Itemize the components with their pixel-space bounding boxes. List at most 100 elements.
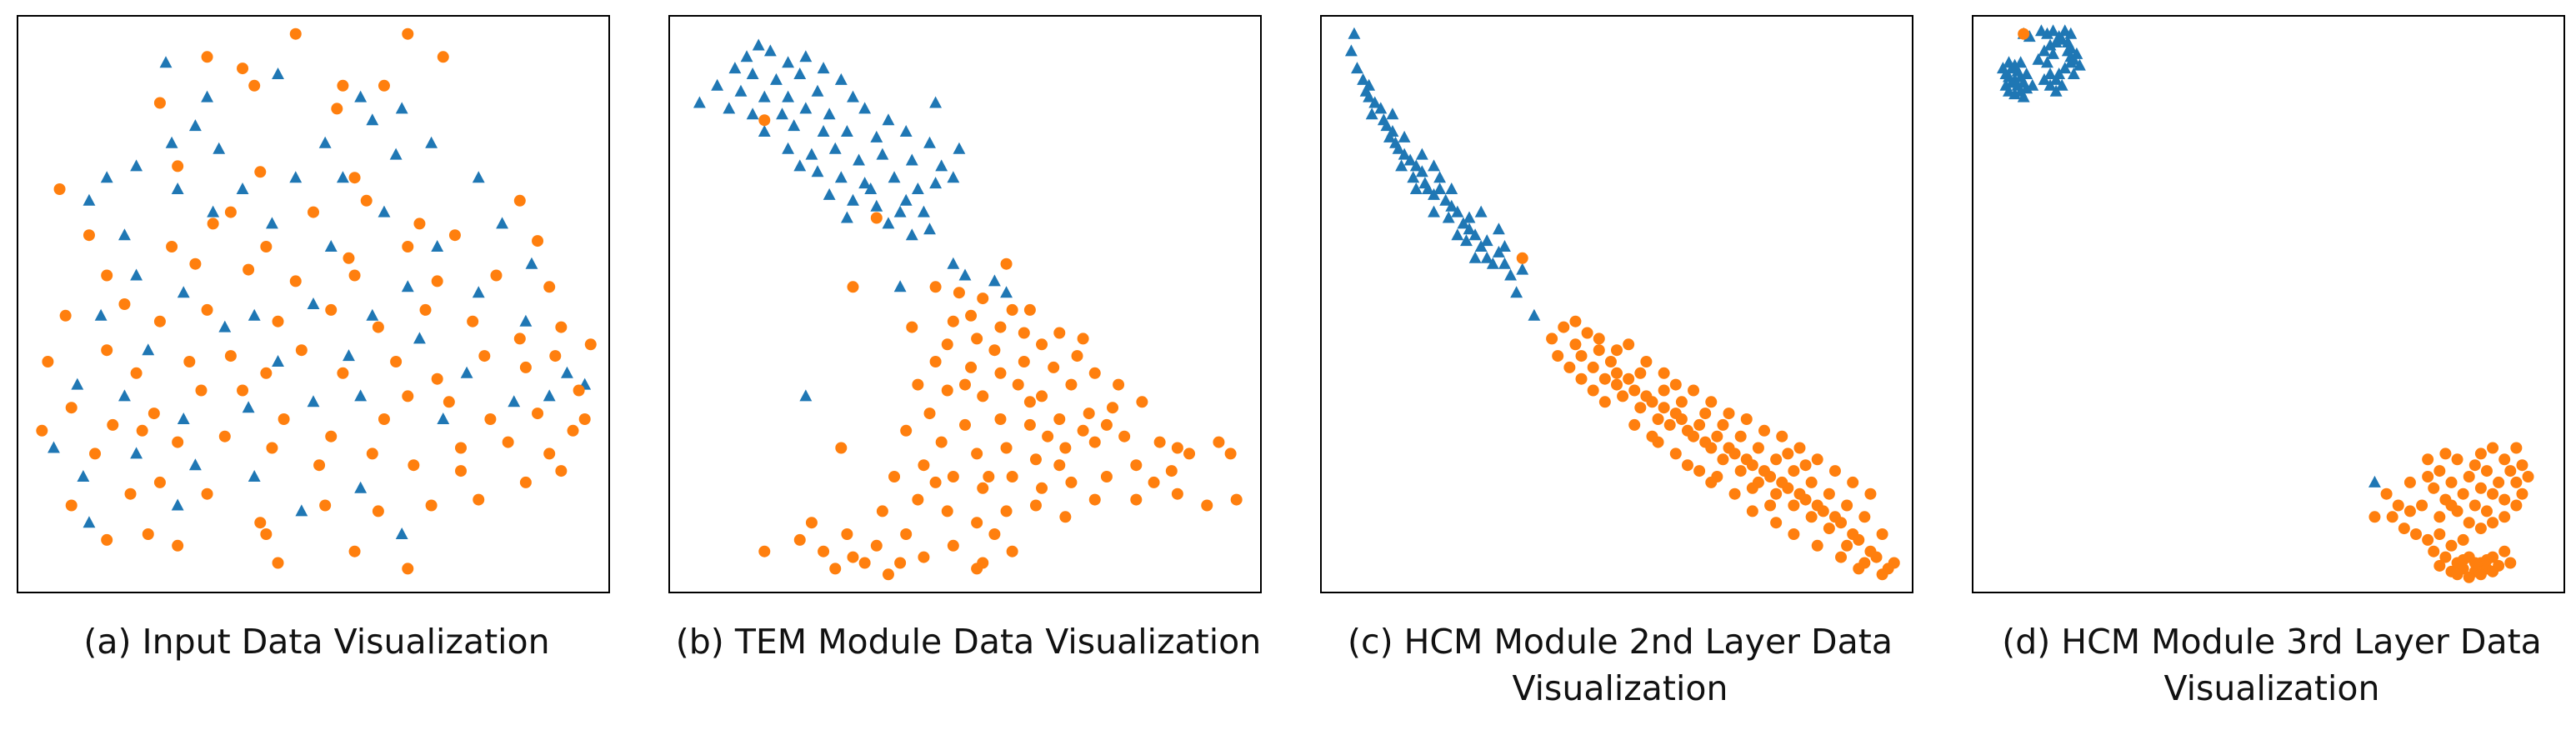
circle-point [1224,448,1237,460]
triangle-point [1480,251,1493,263]
triangle-point [2032,52,2045,65]
triangle-point [48,441,60,453]
circle-point [101,269,113,282]
triangle-point [723,102,736,114]
triangle-point [847,90,859,102]
circle-point [513,332,526,345]
circle-point [2403,505,2416,518]
triangle-point [354,90,368,102]
circle-point [295,344,308,357]
circle-point [1788,528,1800,540]
caption-d: (d) HCM Module 3rd Layer Data Visualizat… [2002,622,2542,708]
triangle-point [543,389,556,402]
circle-point [935,436,948,448]
circle-point [1675,396,1688,408]
triangle-point [1380,119,1393,132]
circle-point [994,367,1007,379]
circle-point [876,505,888,518]
circle-point [2463,517,2475,529]
circle-point [929,476,942,488]
circle-point [1828,465,1841,478]
circle-point [402,28,414,40]
series-class-circle-d [2018,28,2534,583]
circle-point [2504,465,2517,478]
circle-point [142,528,154,540]
circle-point [1006,303,1018,316]
circle-point [965,361,978,373]
circle-point [431,275,443,288]
triangle-point [893,205,907,218]
circle-point [1811,453,1823,466]
triangle-point [1415,148,1428,160]
triangle-point [1510,286,1523,298]
circle-point [1770,488,1783,500]
circle-point [1835,517,1848,529]
circle-point [1634,367,1647,379]
triangle-point [130,447,143,459]
circle-point [1764,499,1777,512]
triangle-point [100,171,113,183]
circle-point [443,396,455,408]
circle-point [2487,565,2499,578]
circle-point [1711,471,1723,482]
triangle-point [918,205,930,218]
circle-point [1012,378,1024,391]
circle-point [1065,378,1078,391]
circle-point [941,505,953,518]
circle-point [988,528,1001,540]
circle-point [1071,350,1083,362]
circle-point [1740,413,1753,425]
circle-point [983,471,995,482]
circle-point [1734,465,1747,478]
triangle-point [1409,182,1423,194]
circle-point [1563,361,1576,373]
circle-point [1646,430,1658,442]
circle-point [1876,528,1888,540]
circle-point [1546,332,1558,345]
circle-point [929,356,942,368]
circle-point [260,528,273,540]
triangle-point [782,90,795,102]
triangle-point [83,516,96,528]
circle-point [183,356,196,368]
triangle-point [1439,193,1453,206]
circle-point [408,459,420,472]
triangle-point [1468,251,1482,263]
circle-point [1693,465,1706,478]
triangle-point [272,355,284,367]
circle-point [941,384,953,397]
triangle-point [1000,286,1013,298]
circle-point [101,344,113,357]
circle-point [1516,252,1528,264]
circle-point [835,442,848,454]
circle-point [325,430,338,442]
circle-point [1717,453,1729,466]
circle-point [1681,459,1693,472]
circle-point [2463,471,2475,482]
scatter-plot-a [36,28,597,575]
circle-point [348,172,361,184]
triangle-point [171,182,184,194]
triangle-point [1428,205,1440,218]
circle-point [1758,424,1770,437]
triangle-point [242,401,255,413]
circle-point [1604,356,1617,368]
circle-point [402,562,414,575]
triangle-point [1516,262,1529,275]
triangle-point [728,62,742,74]
triangle-point [1386,108,1399,120]
circle-point [207,218,219,230]
circle-point [2416,499,2428,512]
circle-point [343,252,355,264]
triangle-point [776,108,788,120]
circle-point [1711,430,1723,442]
triangle-point [561,366,573,378]
circle-point [2410,528,2422,540]
circle-point [2516,459,2528,472]
triangle-point [188,458,202,471]
circle-point [2428,482,2440,494]
circle-point [1598,396,1611,408]
triangle-point [1403,153,1417,166]
circle-point [65,499,78,512]
circle-point [2463,571,2475,583]
